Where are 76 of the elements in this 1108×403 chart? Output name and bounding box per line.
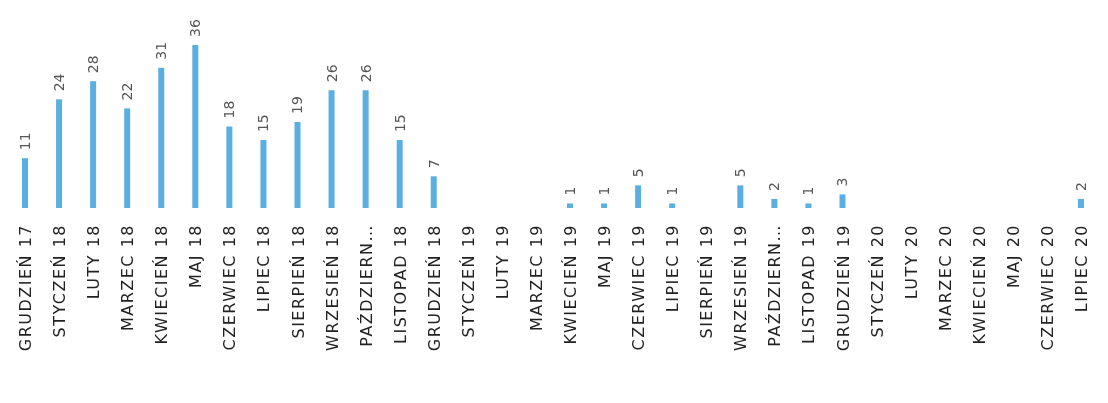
bar	[737, 185, 744, 208]
x-tick-label: SIERPIEŃ 19	[697, 224, 717, 339]
x-tick-label: CZERWIEC 20	[1037, 224, 1057, 351]
data-label: 2	[766, 182, 783, 191]
x-tick-label: LISTOPAD 19	[799, 224, 819, 344]
data-label: 31	[153, 41, 170, 60]
data-label: 26	[357, 64, 374, 83]
bar	[601, 203, 608, 208]
data-label: 36	[187, 19, 204, 37]
bar	[260, 140, 267, 208]
data-label: 1	[800, 186, 817, 196]
bar	[567, 203, 573, 208]
bar	[839, 194, 846, 208]
x-tick-label: WRZESIEŃ 18	[322, 224, 342, 351]
data-label: 3	[834, 177, 851, 187]
bar	[805, 203, 812, 208]
x-tick-label: STYCZEŃ 18	[50, 224, 70, 338]
bar	[90, 81, 97, 208]
bar	[56, 99, 63, 208]
data-label: 26	[323, 64, 340, 83]
x-tick-label: MAJ 18	[186, 224, 206, 288]
bar	[1077, 198, 1084, 208]
x-tick-label: MARZEC 18	[118, 224, 138, 332]
data-label: 1	[596, 186, 613, 196]
x-tick-label: LUTY 18	[84, 224, 104, 300]
data-label: 28	[85, 55, 102, 74]
bar	[362, 90, 369, 208]
x-tick-label: SIERPIEŃ 18	[288, 224, 308, 339]
x-tick-label: STYCZEŃ 20	[867, 224, 887, 338]
x-tick-label: KWIECIEŃ 18	[152, 224, 172, 345]
x-tick-label: KWIECIEŃ 20	[969, 224, 989, 345]
bar	[226, 126, 233, 208]
x-tick-label: LIPIEC 20	[1071, 224, 1091, 313]
bar	[396, 140, 403, 208]
bar	[158, 67, 165, 208]
data-label: 5	[630, 168, 647, 178]
bar	[771, 198, 778, 208]
x-tick-label: WRZESIEŃ 19	[731, 224, 751, 351]
bar	[22, 158, 28, 208]
data-label: 15	[255, 114, 272, 133]
x-tick-label: KWIECIEŃ 19	[561, 224, 581, 345]
data-label: 1	[664, 186, 681, 196]
bar	[192, 45, 199, 208]
x-tick-label: GRUDZIEŃ 18	[424, 224, 444, 352]
x-tick-label: MAJ 20	[1003, 224, 1023, 288]
x-tick-label: GRUDZIEŃ 17	[16, 224, 36, 352]
x-tick-label: MARZEC 20	[935, 224, 955, 332]
x-tick-label: LUTY 20	[901, 224, 921, 300]
x-tick-label: CZERWIEC 18	[220, 224, 240, 351]
data-label: 11	[17, 132, 33, 151]
x-tick-label: STYCZEŃ 19	[458, 224, 478, 338]
data-label: 1	[562, 186, 578, 196]
x-tick-label: LIPIEC 19	[663, 224, 683, 313]
x-tick-label: GRUDZIEŃ 19	[833, 224, 853, 352]
x-tick-label: PAŹDZIERN…	[765, 224, 785, 347]
data-label: 18	[221, 100, 238, 119]
bar	[635, 185, 642, 208]
bar	[669, 203, 676, 208]
bar	[430, 176, 437, 208]
bar	[124, 108, 131, 208]
bar	[294, 121, 301, 208]
x-tick-label: MAJ 19	[595, 224, 615, 288]
data-label: 22	[119, 82, 136, 101]
x-tick-label: MARZEC 19	[526, 224, 546, 332]
x-tick-label: CZERWIEC 19	[629, 224, 649, 351]
data-label: 24	[51, 73, 68, 92]
x-tick-label: LUTY 19	[492, 224, 512, 300]
data-label: 7	[425, 159, 442, 169]
data-label: 19	[289, 96, 306, 114]
data-label: 15	[391, 114, 408, 133]
x-tick-label: LISTOPAD 18	[390, 224, 410, 344]
x-tick-label: LIPIEC 18	[254, 224, 274, 313]
bar	[328, 90, 335, 208]
x-tick-label: PAŹDZIERN…	[356, 224, 376, 347]
data-label: 5	[732, 168, 749, 178]
data-label: 2	[1072, 182, 1089, 191]
